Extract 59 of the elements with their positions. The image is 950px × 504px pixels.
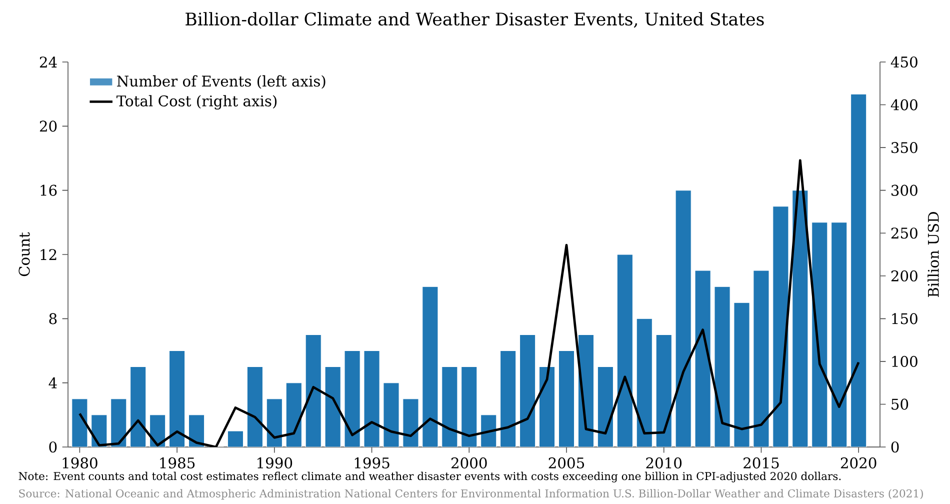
bar bbox=[246, 366, 263, 447]
y-tick-label: 0 bbox=[49, 441, 57, 453]
bar bbox=[597, 366, 614, 447]
bar bbox=[636, 318, 652, 447]
bar bbox=[616, 254, 633, 447]
bar bbox=[364, 350, 380, 447]
bar bbox=[422, 286, 438, 447]
y-tick-label: 20 bbox=[40, 120, 57, 132]
y2-tick-label: 300 bbox=[892, 184, 918, 196]
y2-tick-label: 0 bbox=[891, 441, 899, 453]
y2-axis-title: Billion USD bbox=[928, 212, 939, 298]
bar bbox=[558, 350, 575, 447]
bar bbox=[850, 94, 867, 447]
bar bbox=[831, 222, 848, 447]
y2-tick-label: 400 bbox=[890, 99, 918, 110]
y2-tick-label: 100 bbox=[892, 356, 918, 367]
bar bbox=[442, 366, 458, 447]
y-tick-label: 8 bbox=[49, 313, 57, 324]
y-axis-title: Count bbox=[18, 232, 30, 276]
bar bbox=[753, 270, 770, 447]
y2-tick-label: 250 bbox=[891, 228, 918, 239]
bar bbox=[538, 366, 556, 447]
bar bbox=[734, 302, 750, 447]
bar bbox=[656, 334, 672, 447]
x-tick-label: 2010 bbox=[646, 457, 682, 468]
y2-tick-label: 200 bbox=[891, 270, 918, 282]
y-tick-label: 4 bbox=[48, 377, 57, 388]
bar bbox=[500, 350, 516, 447]
y-tick-label: 24 bbox=[40, 56, 57, 68]
bar bbox=[344, 350, 360, 447]
bar bbox=[324, 366, 341, 447]
x-tick-label: 1985 bbox=[160, 457, 195, 468]
bar bbox=[168, 350, 186, 447]
chart-title: Billion-dollar Climate and Weather Disaster Events, United States bbox=[186, 12, 764, 28]
y2-tick-label: 150 bbox=[892, 313, 918, 324]
y-tick-label: 12 bbox=[40, 249, 56, 260]
y2-tick-label: 350 bbox=[892, 142, 918, 154]
x-tick-label: 2020 bbox=[840, 457, 876, 468]
y2-tick-label: 50 bbox=[892, 398, 908, 410]
y2-tick-label: 450 bbox=[890, 56, 918, 68]
text: Note: Event counts and total cost estimates reflect climate and weather disaster events with costs exceeding one billion in CPI-adjusted 2020 dollars. bbox=[18, 472, 841, 482]
x-tick-label: 2000 bbox=[451, 457, 487, 468]
bar bbox=[461, 366, 478, 447]
bar bbox=[694, 270, 711, 447]
source-note: Source: National Oceanic and Atmospheric Administration National Centers for Environmental Information U.S. Billion-Dollar Weather and Climate Disasters (2021) bbox=[19, 489, 923, 500]
x-tick-label: 1980 bbox=[62, 457, 98, 468]
y-tick-label: 16 bbox=[40, 184, 57, 196]
bar bbox=[130, 366, 146, 447]
x-tick-label: 1990 bbox=[258, 457, 292, 468]
x-tick-label: 1995 bbox=[354, 457, 390, 468]
bar bbox=[227, 430, 244, 447]
x-tick-label: 2005 bbox=[548, 457, 584, 468]
legend-label: Number of Events (left axis) bbox=[117, 75, 326, 89]
bar bbox=[519, 334, 536, 447]
bar bbox=[72, 398, 88, 447]
x-tick-label: 2015 bbox=[744, 457, 779, 468]
legend-label: Total Cost (right axis) bbox=[116, 95, 277, 110]
bar bbox=[675, 190, 692, 447]
bar bbox=[305, 334, 322, 447]
